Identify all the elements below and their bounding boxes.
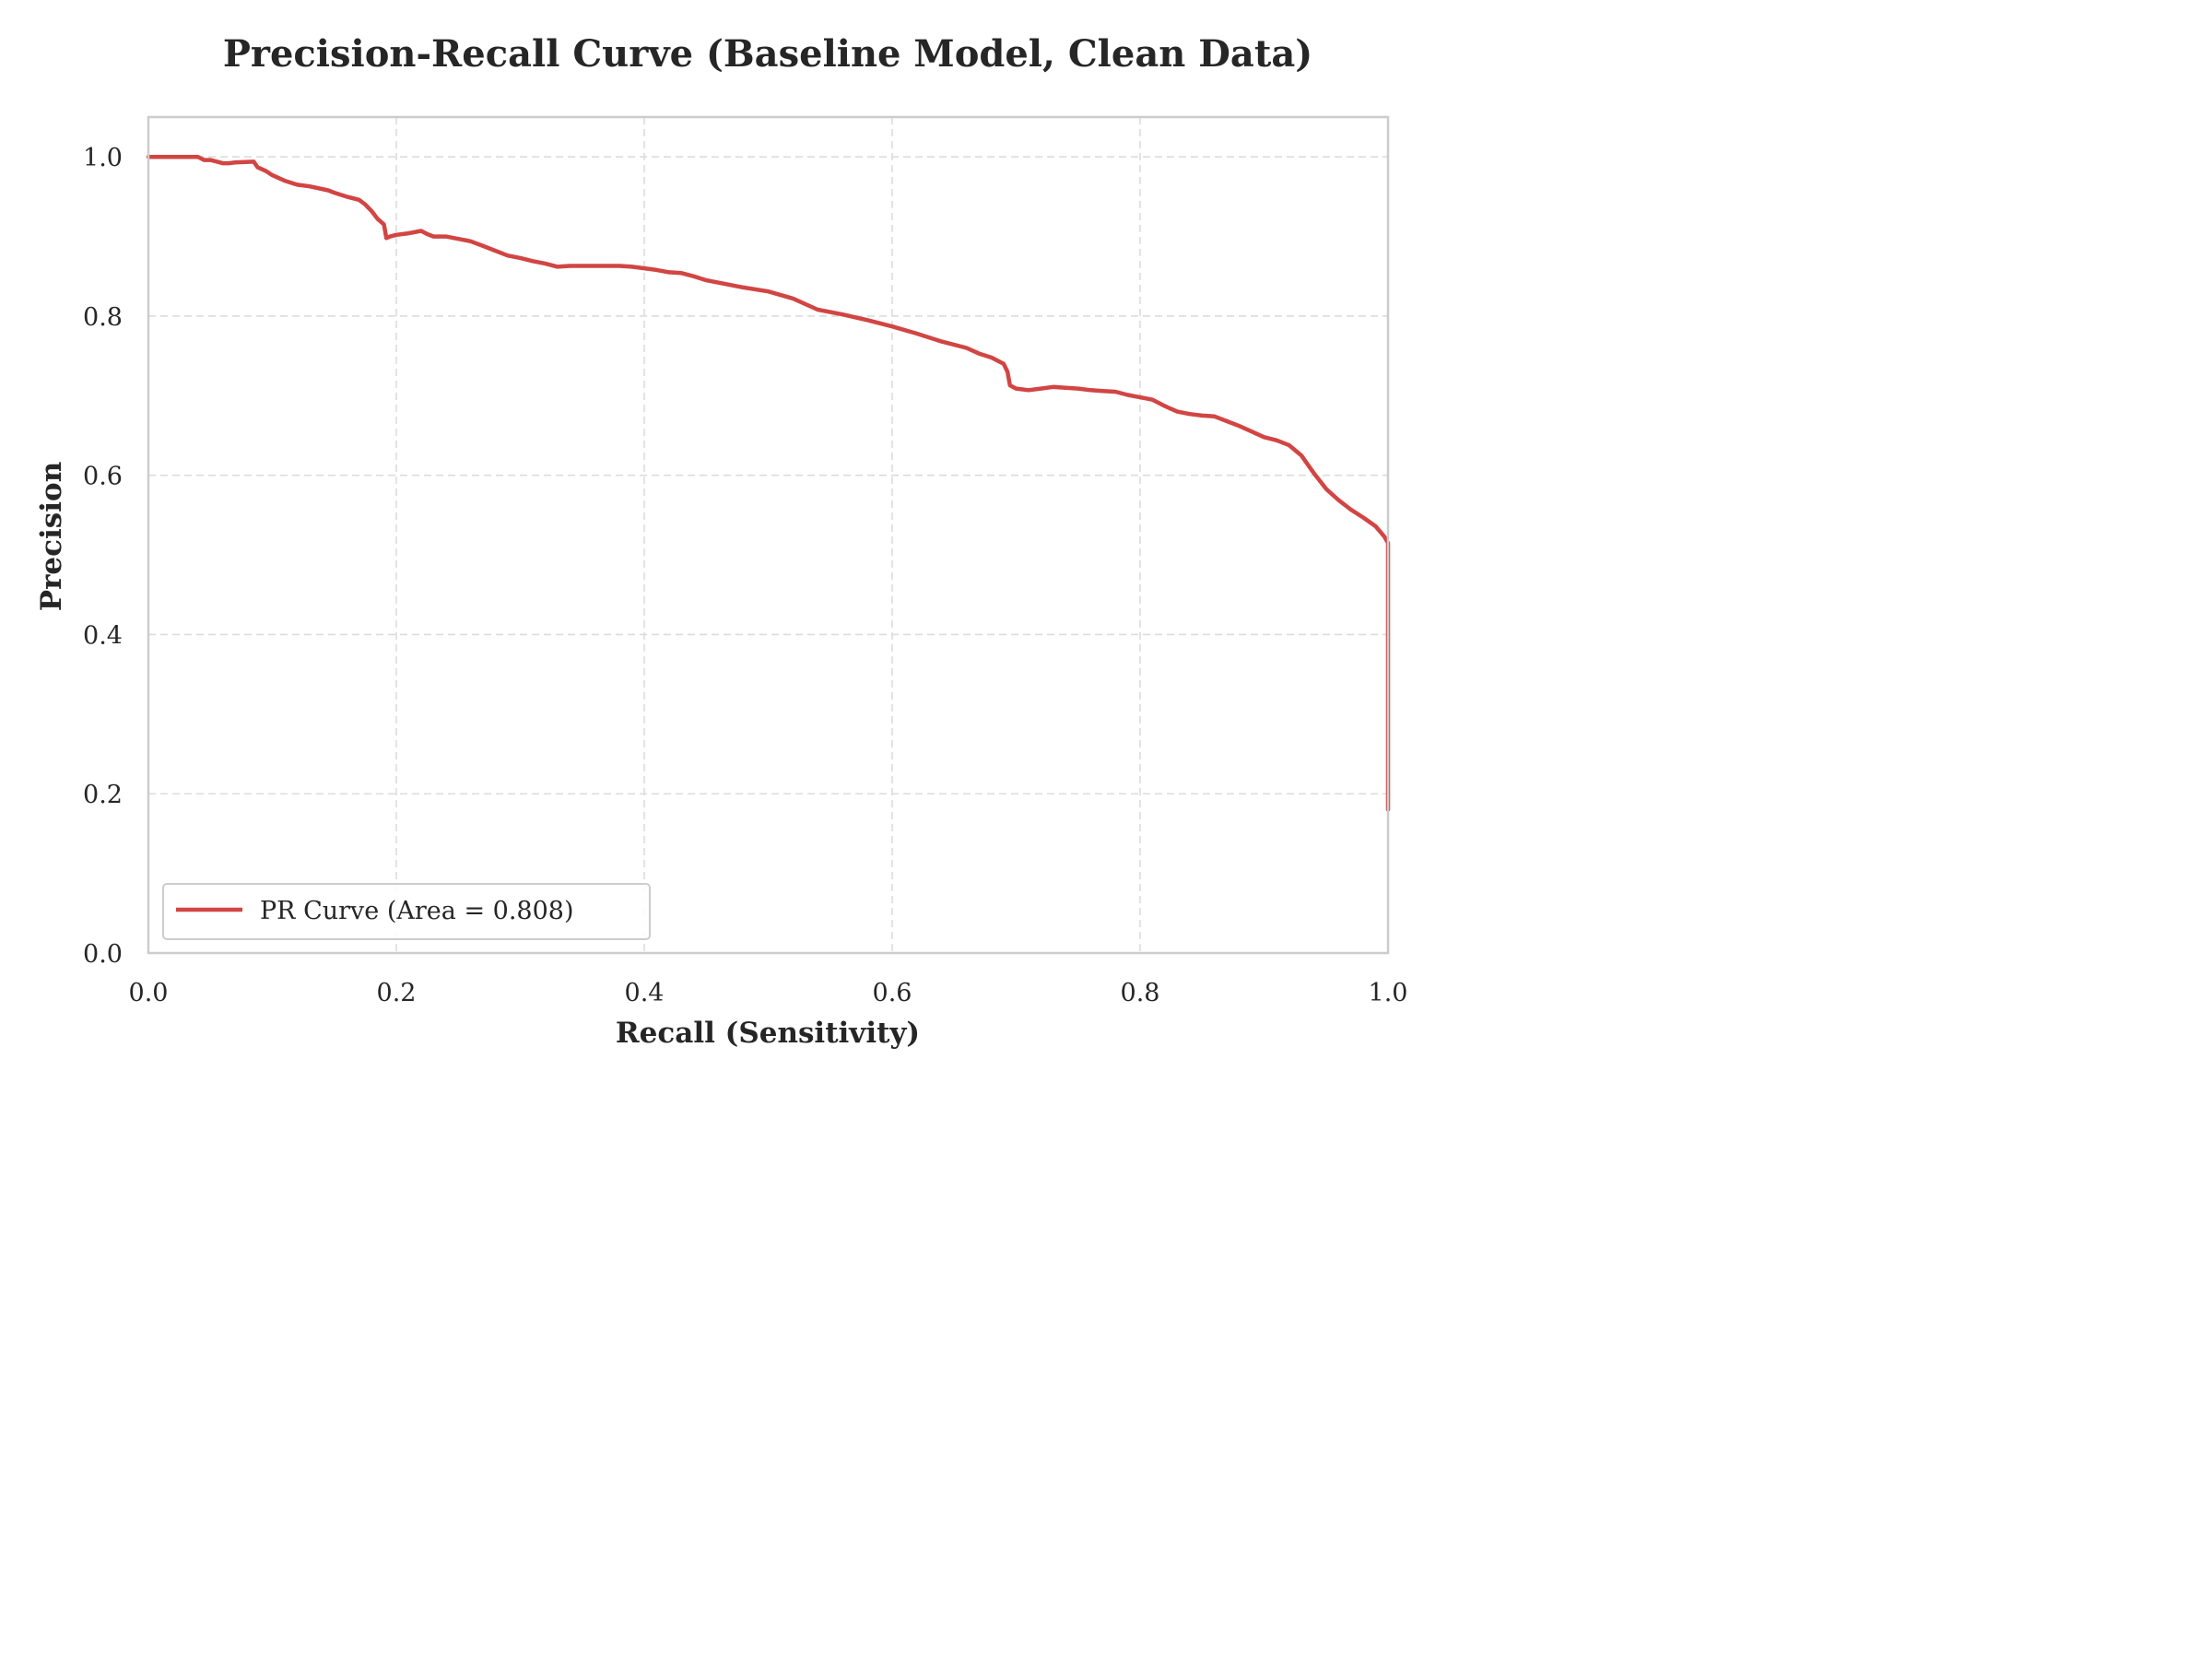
y-tick-label: 0.6 — [83, 463, 123, 491]
chart-title: Precision-Recall Curve (Baseline Model, … — [223, 32, 1312, 76]
legend-box — [162, 883, 651, 940]
x-axis-label: Recall (Sensitivity) — [616, 1017, 920, 1050]
y-tick-label: 1.0 — [83, 144, 123, 172]
y-tick-label: 0.4 — [83, 621, 123, 650]
x-tick-label: 0.0 — [129, 979, 169, 1007]
pr-curve-line — [146, 154, 1391, 812]
pr-curve-chart: Precision-Recall Curve (Baseline Model, … — [35, 32, 1407, 1050]
y-tick-label: 0.0 — [83, 940, 123, 969]
legend: PR Curve (Area = 0.808) — [162, 883, 651, 940]
grid — [148, 117, 1388, 953]
plot-frame — [147, 115, 1390, 955]
y-tick-label: 0.8 — [83, 303, 123, 332]
plot-area — [146, 154, 1391, 812]
axis-ticks: 0.0 0.2 0.4 0.6 0.8 1.0 0.0 0.2 0.4 0.6 0.8 1.0 — [83, 144, 1407, 1007]
y-axis-label: Precision — [35, 462, 68, 611]
x-tick-label: 1.0 — [1369, 979, 1408, 1007]
x-tick-label: 0.8 — [1121, 979, 1160, 1007]
x-tick-label: 0.2 — [377, 979, 417, 1007]
x-tick-label: 0.6 — [873, 979, 912, 1007]
legend-series-label: PR Curve (Area = 0.808) — [260, 897, 573, 925]
y-tick-label: 0.2 — [83, 781, 123, 809]
x-tick-label: 0.4 — [625, 979, 665, 1007]
